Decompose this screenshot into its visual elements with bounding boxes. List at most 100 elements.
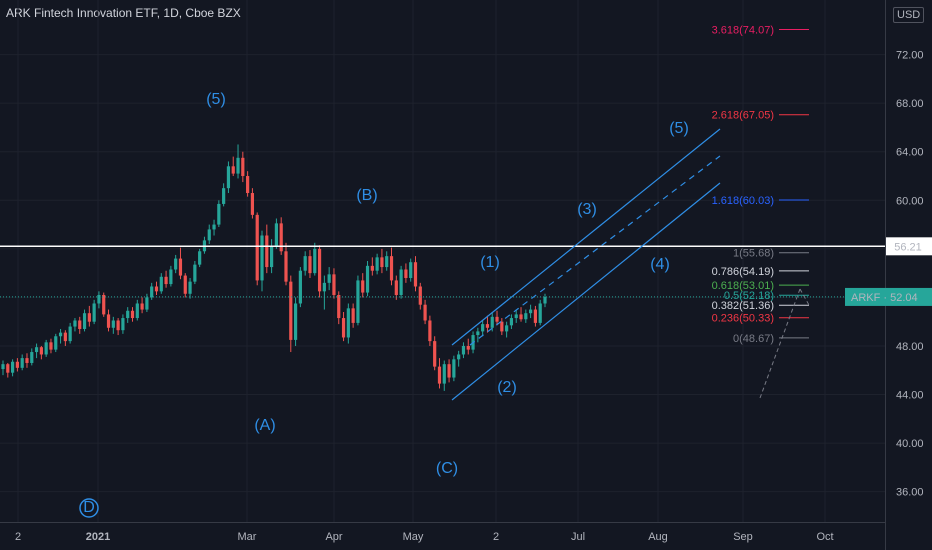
fib-level-label: 0.5(52.18) <box>724 290 774 302</box>
candle-body <box>380 257 384 268</box>
x-tick-label: Oct <box>816 531 833 543</box>
candle-body <box>150 286 154 298</box>
candle-body <box>413 262 418 287</box>
candle-body <box>533 309 538 323</box>
candle-body <box>341 318 346 338</box>
wave-circle <box>79 498 99 518</box>
candle-body <box>135 303 139 319</box>
candle-body <box>490 316 494 328</box>
wave-labels: (5) (B) (A) (C) (1) (2) (3) (4) (5) D <box>79 91 689 518</box>
candle-body <box>159 276 163 292</box>
candle-body <box>130 310 135 319</box>
candle-body <box>15 361 19 368</box>
candle-body <box>495 316 499 322</box>
channel-upper <box>451 128 721 346</box>
candle-body <box>154 286 159 292</box>
candle-body <box>385 256 389 268</box>
candle-body <box>303 256 307 271</box>
candle-body <box>370 265 374 271</box>
candle-body <box>524 313 528 320</box>
candle-body <box>236 157 240 174</box>
candle-body <box>317 248 322 292</box>
candle-body <box>332 274 336 295</box>
candle-body <box>188 281 192 294</box>
wave-label: (B) <box>356 187 377 204</box>
x-tick-label: 2 <box>15 531 21 543</box>
candle-body <box>322 282 326 292</box>
candle-body <box>217 203 221 225</box>
candle-body <box>82 313 87 329</box>
x-tick-label: May <box>403 531 424 543</box>
fib-level-label: 3.618(74.07) <box>712 24 774 36</box>
candle-body <box>178 258 183 276</box>
chart-title: ARK Fintech Innovation ETF, 1D, Cboe BZX <box>6 6 241 20</box>
candle-body <box>140 303 144 310</box>
candle-body <box>313 248 317 274</box>
candle-body <box>106 314 111 328</box>
candle-body <box>418 286 422 305</box>
fib-level-label: 1.618(60.03) <box>712 195 774 207</box>
x-tick-label: Apr <box>325 531 342 543</box>
candle-body <box>447 364 451 378</box>
candle-body <box>10 361 15 373</box>
candle-body <box>121 318 125 331</box>
candle-body <box>270 246 274 268</box>
candle-body <box>356 280 360 323</box>
wave-label: (5) <box>206 91 226 108</box>
fib-level-label: 0(48.67) <box>733 333 774 345</box>
candle-body <box>145 297 149 310</box>
currency-button[interactable]: USD <box>893 7 925 23</box>
candle-body <box>246 176 250 194</box>
candle-body <box>284 251 288 282</box>
candle-body <box>174 258 178 270</box>
candle-body <box>58 332 63 337</box>
grid <box>0 0 885 522</box>
candle-body <box>394 280 398 295</box>
candle-body <box>466 345 470 350</box>
candle-body <box>54 336 58 350</box>
candles <box>1 144 547 391</box>
candle-body <box>457 354 461 360</box>
wave-label: D <box>83 499 95 516</box>
candle-body <box>389 256 394 281</box>
candle-body <box>20 358 24 368</box>
candle-body <box>49 342 53 350</box>
candle-body <box>327 274 331 283</box>
fib-trend-line <box>799 288 810 306</box>
candle-body <box>183 275 187 294</box>
candle-body <box>452 359 456 378</box>
candle-body <box>260 235 264 281</box>
fib-level-label: 0.236(50.33) <box>712 313 774 325</box>
candle-body <box>404 269 408 278</box>
horizontal-line-price-label: 56.21 <box>894 241 922 253</box>
candle-body <box>34 347 39 353</box>
candle-body <box>481 324 485 332</box>
candle-body <box>298 270 302 304</box>
candle-body <box>423 304 427 321</box>
drawings <box>0 128 885 401</box>
candle-body <box>44 342 48 355</box>
candle-body <box>365 265 370 293</box>
x-tick-label: Sep <box>733 531 753 543</box>
candle-body <box>433 341 437 367</box>
candle-body <box>529 309 533 314</box>
candle-body <box>92 303 96 322</box>
fib-level-label: 0.786(54.19) <box>712 266 774 278</box>
x-tick-label: 2021 <box>86 531 110 543</box>
candle-body <box>63 332 67 342</box>
candle-body <box>505 325 509 332</box>
candle-body <box>87 313 91 322</box>
candle-body <box>519 314 523 320</box>
y-tick-label: 64.00 <box>896 147 924 159</box>
candle-body <box>169 269 173 285</box>
candle-body <box>361 280 365 293</box>
candle-body <box>509 318 514 326</box>
candle-body <box>73 320 77 327</box>
wave-label: (2) <box>497 379 517 396</box>
candle-body <box>39 347 43 355</box>
last-price-label: ARKF · 52.04 <box>851 292 918 304</box>
candle-body <box>375 257 379 271</box>
wave-label: (4) <box>650 256 670 273</box>
fib-level-label: 1(55.68) <box>733 248 774 260</box>
